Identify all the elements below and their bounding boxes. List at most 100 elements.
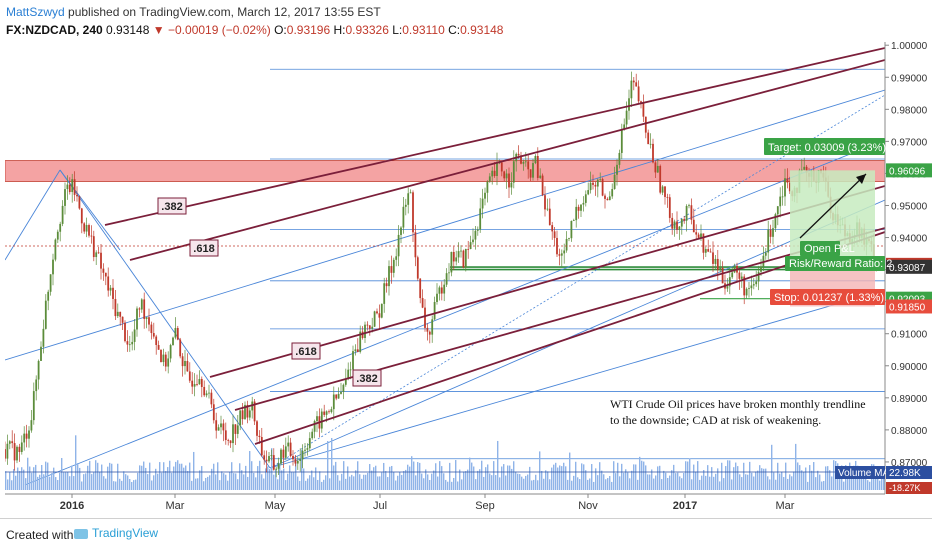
candle-body: [779, 196, 782, 207]
volume-bar: [113, 481, 115, 490]
volume-bar: [333, 465, 335, 490]
candle-body: [61, 205, 64, 224]
candle-body: [596, 179, 599, 187]
candle-body: [616, 164, 618, 175]
candle-body: [620, 129, 623, 153]
fib-618-lower-label-box: [291, 342, 321, 360]
candle-body: [534, 156, 537, 164]
symbol-label[interactable]: FX:NZDCAD, 240: [6, 23, 103, 37]
author-link[interactable]: MattSzwyd: [6, 5, 65, 19]
x-tick-label: 2017: [673, 500, 697, 512]
candle-body: [376, 311, 378, 314]
tradingview-brand[interactable]: TradingView: [74, 526, 158, 540]
volume-bar: [713, 476, 715, 490]
candle-body: [184, 360, 186, 367]
volume-bar: [271, 448, 273, 490]
volume-bar: [557, 467, 559, 490]
volume-bar: [385, 471, 387, 490]
volume-bar: [101, 464, 103, 490]
volume-bar: [153, 475, 155, 490]
volume-bar: [555, 462, 557, 490]
volume-bar: [701, 475, 703, 490]
candle-body: [160, 349, 162, 363]
volume-bar: [807, 481, 809, 490]
volume-bar: [457, 481, 459, 490]
candle-body: [568, 238, 570, 240]
volume-bar: [599, 462, 601, 490]
volume-bar: [767, 476, 769, 490]
volume-bar: [67, 472, 69, 490]
volume-bar: [737, 466, 739, 490]
candle-body: [479, 208, 482, 230]
symbol-bar: FX:NZDCAD, 240 0.93148 ▼ −0.00019 (−0.02…: [6, 23, 503, 37]
volume-bar: [129, 478, 131, 490]
candle-body: [371, 326, 374, 329]
candle-body: [294, 459, 297, 464]
candle-body: [712, 252, 714, 264]
volume-bar: [741, 477, 743, 490]
candle-body: [462, 250, 465, 268]
volume-bar: [519, 474, 521, 490]
volume-bar: [861, 469, 863, 490]
volume-bar: [119, 478, 121, 490]
open-label: O:: [274, 23, 287, 37]
candle-body: [217, 427, 220, 431]
volume-bar: [641, 460, 643, 490]
candle-body: [256, 421, 258, 436]
volume-bar: [351, 474, 353, 490]
volume-bar: [851, 476, 853, 490]
volume-bar: [577, 477, 579, 490]
candle-body: [145, 317, 148, 319]
candle-body: [491, 170, 494, 177]
volume-bar: [377, 476, 379, 490]
volume-bar: [245, 465, 247, 490]
volume-bar: [621, 463, 623, 490]
volume-bar: [483, 476, 485, 490]
candle-body: [71, 179, 74, 193]
volume-bar: [629, 478, 631, 490]
candle-body: [443, 284, 446, 294]
volume-bar: [601, 470, 603, 490]
candle-body: [510, 182, 513, 188]
volume-bar: [777, 462, 779, 490]
volume-bar: [823, 480, 825, 490]
x-tick-label: May: [265, 500, 286, 512]
volume-bar: [441, 466, 443, 490]
channel-line: [234, 227, 885, 411]
volume-bar: [175, 461, 177, 490]
volume-bar: [215, 474, 217, 490]
candle-body: [803, 166, 806, 170]
volume-bar: [223, 473, 225, 490]
candle-body: [174, 328, 177, 338]
candle-body: [181, 356, 184, 367]
volume-bar: [233, 473, 235, 490]
candle-body: [630, 80, 633, 99]
volume-bar: [649, 474, 651, 490]
candle-body: [49, 274, 52, 292]
volume-bar: [691, 479, 693, 490]
candle-body: [210, 392, 213, 405]
candle-body: [673, 221, 676, 229]
candle-body: [539, 175, 542, 178]
candle-body: [767, 229, 770, 253]
candle-body: [20, 442, 23, 452]
volume-bar: [603, 474, 605, 490]
candle-body: [512, 161, 515, 183]
volume-bar: [265, 468, 267, 490]
candle-body: [800, 169, 803, 171]
volume-bar: [9, 472, 11, 490]
volume-bar: [321, 481, 323, 490]
volume-bar: [381, 472, 383, 490]
candle-body: [505, 173, 508, 179]
candle-body: [563, 250, 566, 254]
volume-bar: [227, 480, 229, 490]
volume-bar: [455, 460, 457, 490]
volume-bar: [513, 461, 515, 490]
candle-body: [678, 226, 681, 230]
volume-bar: [373, 467, 375, 490]
price-chart[interactable]: .382 .618 .618 .382 WTI Crude Oil prices hav…: [0, 0, 932, 518]
volume-bar: [421, 473, 423, 490]
volume-bar: [77, 463, 79, 490]
volume-bar: [359, 474, 361, 490]
candle-body: [229, 440, 232, 444]
